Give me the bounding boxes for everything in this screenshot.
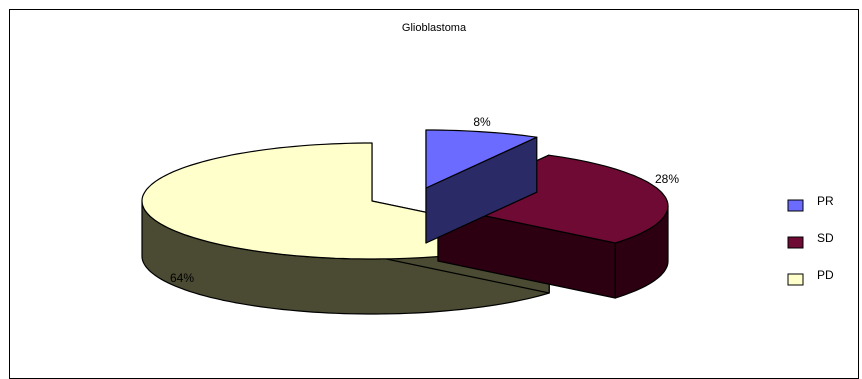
legend-swatch-pr [787, 199, 804, 212]
data-label-pd: 64% [170, 271, 194, 285]
legend-swatch-sd [787, 236, 804, 249]
data-label-sd: 28% [655, 172, 679, 186]
legend-label-pr: PR [817, 194, 834, 208]
legend-label-pd: PD [817, 268, 834, 282]
slice-top-sd [437, 154, 669, 244]
slice-top-pr [425, 129, 538, 189]
data-label-pr: 8% [473, 115, 491, 129]
legend-label-sd: SD [817, 231, 834, 245]
legend: PR SD PD [787, 194, 834, 286]
legend-swatch-pd [787, 273, 804, 286]
chart-title: Glioblastoma [402, 22, 467, 34]
pie-slices [141, 129, 669, 315]
